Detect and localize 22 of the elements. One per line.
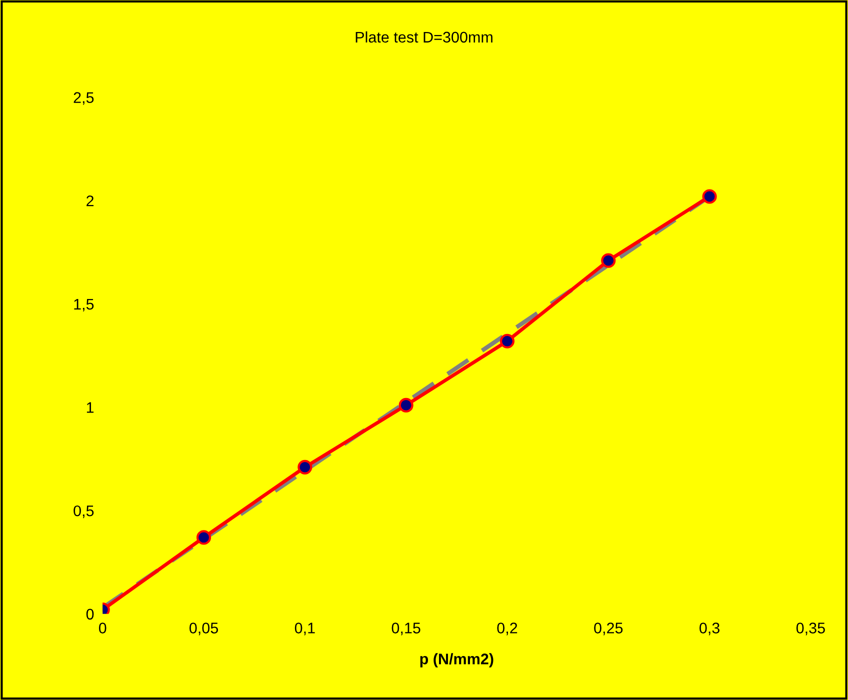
point [702, 189, 717, 204]
y-tick-label: 0 [86, 608, 94, 620]
x-tick-label: 0,25 [594, 622, 623, 636]
x-tick-label: 0,15 [392, 622, 420, 636]
point [196, 530, 212, 545]
x-axis-title: p (N/mm2) [420, 653, 494, 668]
y-tick-label: 2,5 [74, 92, 94, 105]
x-tick-label: 0,2 [497, 622, 518, 636]
point [500, 334, 515, 348]
point [398, 398, 414, 412]
y-tick-label: 2 [86, 195, 94, 206]
x-tick-label: 0 [98, 622, 106, 634]
x-tick-label: 0,3 [700, 622, 720, 636]
y-tick-label: 1,5 [74, 298, 94, 312]
point [298, 460, 312, 474]
chart-title: Plate test D=300mm [356, 31, 492, 43]
y-tick-label: 0,5 [74, 505, 94, 518]
x-tick-label: 0,05 [189, 622, 218, 636]
point [601, 253, 616, 268]
x-tick-label: 0,35 [796, 622, 825, 636]
y-tick-label: 1 [86, 402, 94, 413]
x-tick-label: 0,1 [294, 622, 315, 636]
